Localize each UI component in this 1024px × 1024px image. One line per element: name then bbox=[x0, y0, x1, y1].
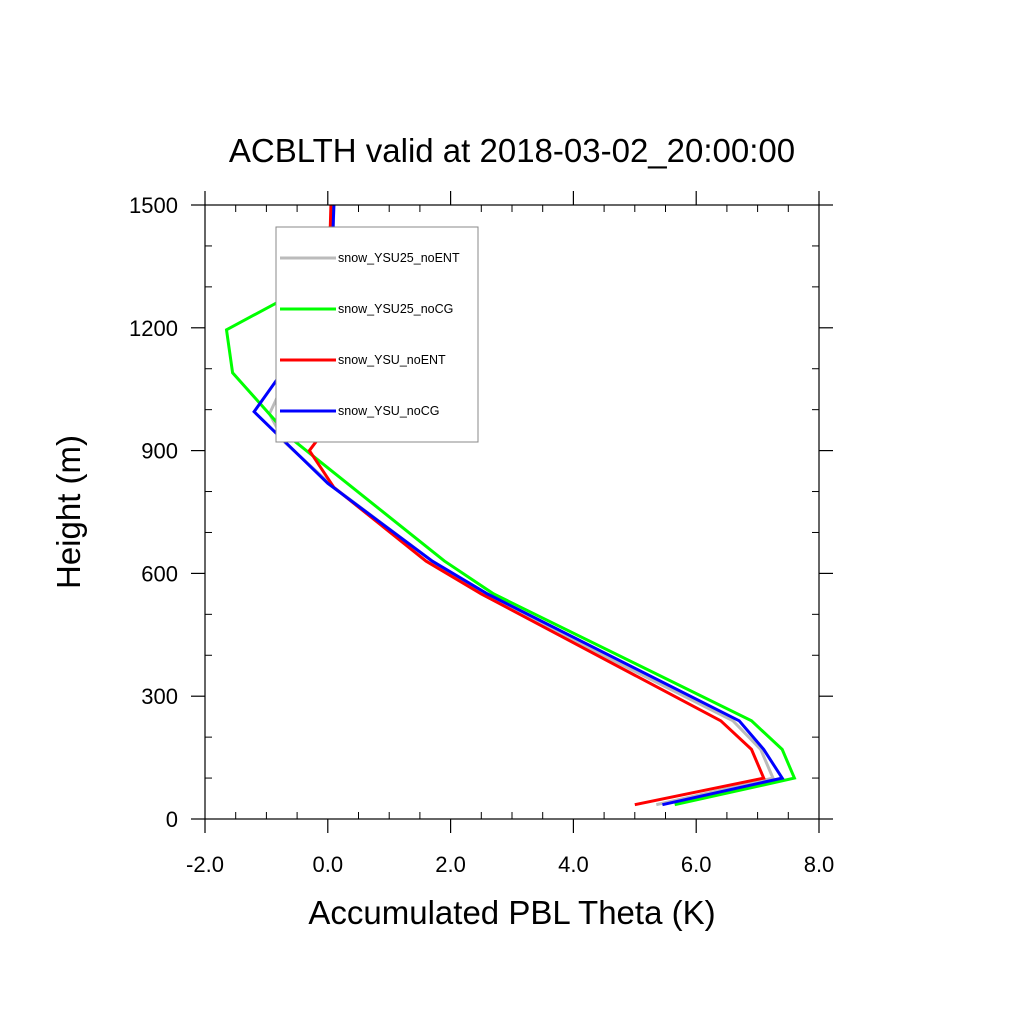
y-tick-label: 1200 bbox=[129, 316, 178, 341]
x-tick-label: 4.0 bbox=[558, 852, 589, 877]
legend-label: snow_YSU_noCG bbox=[338, 404, 439, 418]
axis-tick-labels: -2.0 0.0 2.0 4.0 6.0 8.0 0 300 600 900 1200 1500 bbox=[129, 193, 834, 877]
legend-label: snow_YSU_noENT bbox=[338, 353, 446, 367]
chart-title: ACBLTH valid at 2018-03-02_20:00:00 bbox=[229, 132, 795, 169]
x-axis-label: Accumulated PBL Theta (K) bbox=[308, 894, 715, 931]
y-tick-label: 1500 bbox=[129, 193, 178, 218]
x-tick-label: 8.0 bbox=[804, 852, 835, 877]
x-tick-label: 2.0 bbox=[435, 852, 466, 877]
y-tick-label: 0 bbox=[166, 807, 178, 832]
x-tick-label: 6.0 bbox=[681, 852, 712, 877]
legend-box bbox=[275, 226, 479, 443]
legend-label: snow_YSU25_noENT bbox=[338, 251, 460, 265]
y-tick-label: 900 bbox=[141, 439, 178, 464]
legend-items: snow_YSU25_noENT snow_YSU25_noCG snow_YSU_… bbox=[280, 251, 460, 418]
legend-label: snow_YSU25_noCG bbox=[338, 302, 453, 316]
y-tick-label: 600 bbox=[141, 561, 178, 586]
x-tick-label: 0.0 bbox=[313, 852, 344, 877]
y-tick-label: 300 bbox=[141, 684, 178, 709]
axis-ticks bbox=[191, 191, 833, 833]
legend: snow_YSU25_noENT snow_YSU25_noCG snow_YSU_… bbox=[275, 226, 479, 443]
x-tick-label: -2.0 bbox=[186, 852, 224, 877]
y-axis-label: Height (m) bbox=[50, 435, 87, 589]
